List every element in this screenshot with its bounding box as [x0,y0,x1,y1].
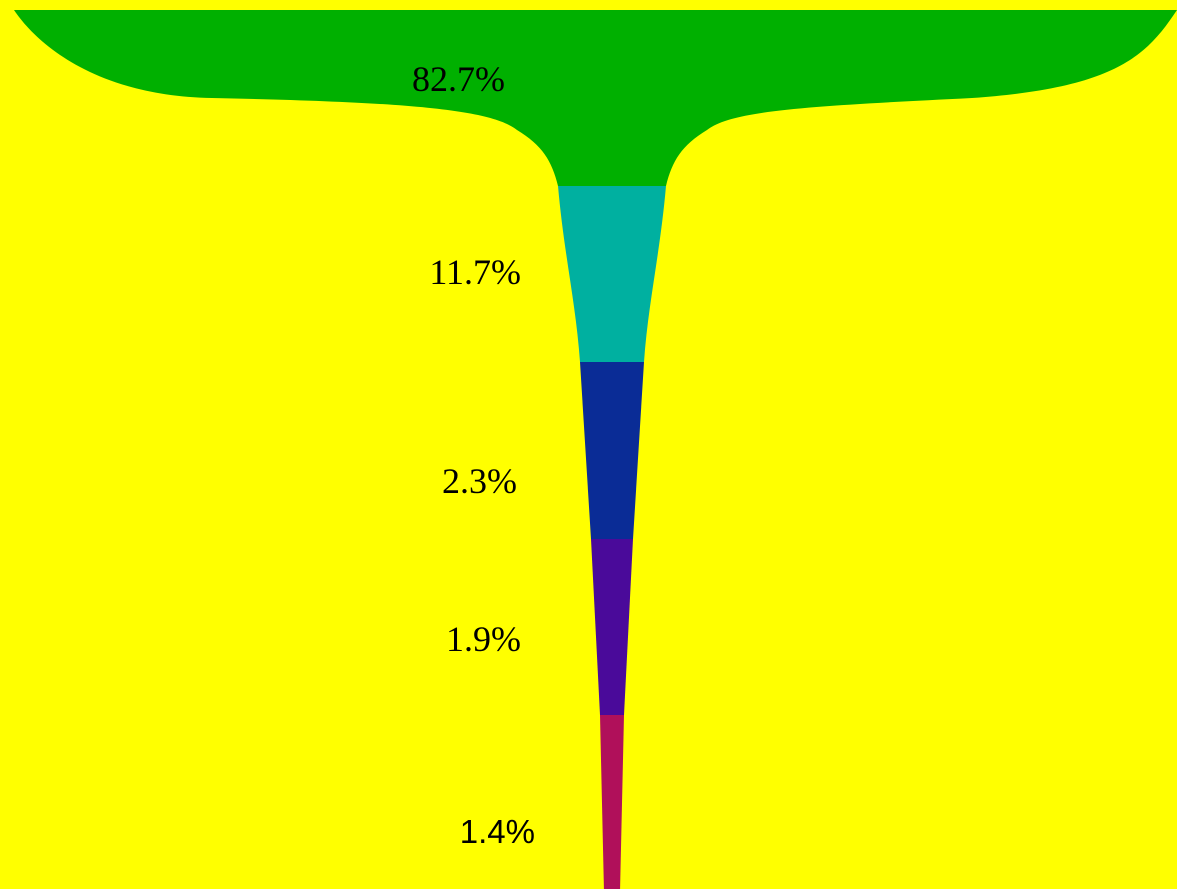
funnel-segment-2 [558,186,666,362]
funnel-segments [14,10,1177,889]
funnel-segment-3 [580,362,644,539]
funnel-segment-1 [14,10,1177,186]
funnel-label-2: 11.7% [429,252,521,292]
funnel-segment-5 [600,715,624,889]
funnel-label-4: 1.9% [446,619,521,659]
funnel-labels: 82.7% 11.7% 2.3% 1.9% 1.4% [412,59,535,850]
funnel-label-5: 1.4% [460,813,535,850]
funnel-label-1: 82.7% [412,59,505,99]
funnel-segment-4 [591,539,633,715]
funnel-label-3: 2.3% [442,461,517,501]
